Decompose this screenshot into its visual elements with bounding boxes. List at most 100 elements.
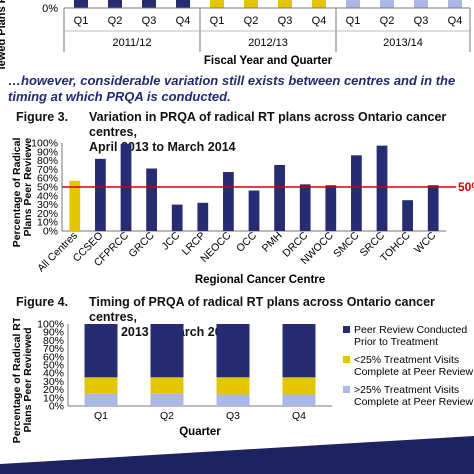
legend-label: >25% Treatment Visits [354,384,459,396]
legend-swatch [343,386,350,393]
stacked-bar-segment [150,393,184,406]
top-bar [414,0,428,8]
top-bar [380,0,394,8]
footer-band-shape [0,436,474,474]
bar [69,180,81,231]
stacked-bar-segment [84,377,118,394]
legend-label: Prior to Treatment [354,336,438,348]
y-tick-label: 50% [37,182,58,194]
y-tick-label: 100% [37,319,64,331]
top-quarter-label: Q1 [346,15,361,27]
y-tick-label: 80% [37,155,58,167]
top-bar [448,0,462,8]
x-tick-label: SMCC [331,229,362,260]
bar [171,204,183,231]
legend-label: Complete at Peer Review [354,396,473,408]
stacked-bar-segment [216,377,250,395]
y-tick-label: 70% [37,164,58,176]
commentary-note: …however, considerable variation still e… [8,73,456,104]
y-axis-title-line1: Percentage of Radical RT [11,138,23,247]
x-axis-title: Regional Cancer Centre [195,274,325,286]
figure4-chart: 0%10%20%30%40%50%60%70%80%90%100% Q1 Q2 Q3 Q… [11,318,473,443]
top-bar [278,0,292,8]
figure3-title: Variation in PRQA of radical RT plans ac… [89,110,471,155]
top-quarter-label: Q3 [142,15,157,27]
x-tick-label: OCC [234,229,259,254]
top-quarter-label: Q1 [74,15,89,27]
bar [197,202,209,231]
y-tick-label: 60% [37,173,58,185]
stacked-bar-segment [216,394,250,406]
bar [325,185,337,231]
x-tick-label: Q1 [94,410,108,422]
x-axis-title: Quarter [179,426,221,438]
top-bar [176,0,190,8]
bar [427,185,439,231]
y-tick-label: 90% [43,327,64,339]
figure4-label: Figure 4. [16,295,69,309]
x-tick-label: Q4 [292,410,306,422]
top-quarter-label: Q1 [210,15,225,27]
top-year-label: 2011/12 [113,37,152,49]
x-tick-label: Q2 [160,410,174,422]
reference-line-label: 50% [458,180,474,194]
y-tick-label: 10% [43,392,64,404]
top-chart: 0% Percentage of Peer Reviewed Plans P Q… [0,0,471,70]
stacked-bar-segment [282,377,316,395]
top-quarter-label: Q4 [448,15,463,27]
top-bar [244,0,258,8]
y-axis-title-line2: Plans Peer Reviewed [22,138,34,237]
footer-band [0,436,474,474]
y-tick-label: 100% [31,138,58,150]
stacked-bar-segment [216,324,250,378]
top-year-label: 2012/13 [248,37,288,49]
y-tick-label: 0% [43,226,58,238]
top-year-label: 2013/14 [383,37,423,49]
top-quarter-label: Q2 [380,15,395,27]
top-chart-bars [74,0,462,8]
bar [223,172,234,231]
stacked-bar-segment [150,377,184,394]
top-bar [312,0,326,8]
stacked-bar-segment [282,394,316,406]
bar [351,155,362,231]
top-quarter-label: Q2 [108,15,123,27]
y-tick-label: 30% [43,376,64,388]
legend-label: Complete at Peer Review [354,366,473,378]
y-tick-label: 20% [43,384,64,396]
y-tick-label: 80% [43,335,64,347]
top-quarter-label: Q4 [176,15,191,27]
top-quarter-label: Q2 [244,15,259,27]
top-quarter-label: Q4 [312,15,327,27]
bar [376,145,388,231]
y-tick-label: 90% [37,146,58,158]
bar [146,168,157,231]
top-bar [210,0,224,8]
y-axis-title-line1: Percentage of Radical RT [11,318,23,443]
y-tick-label: 70% [43,343,64,355]
figure4-title-line1: Timing of PRQA of radical RT plans acros… [89,295,435,324]
y-tick-label: 30% [37,199,58,211]
stacked-bar-segment [84,324,118,378]
top-bar [108,0,122,8]
y-axis-title-line2: Plans Peer Reviewed [22,327,34,432]
bar [299,184,311,231]
top-y-tick: 0% [42,3,58,15]
top-xlabel: Fiscal Year and Quarter [204,55,333,67]
bar [274,165,285,231]
stacked-bar-segment [282,324,316,378]
figure3-label: Figure 3. [16,110,69,124]
y-tick-label: 20% [37,208,58,220]
legend-label: <25% Treatment Visits [354,354,459,366]
legend-swatch [343,326,350,333]
legend-swatch [343,356,350,363]
figure3-chart: 0%10%20%30%40%50%60%70%80%90%100%All Cen… [11,138,474,286]
x-tick-label: GRCC [126,229,157,260]
y-tick-label: 60% [43,351,64,363]
top-bar [74,0,88,8]
top-quarter-label: Q3 [278,15,293,27]
y-tick-label: 40% [37,190,58,202]
y-tick-label: 10% [37,217,58,229]
x-tick-label: WCC [412,229,439,256]
bar [402,200,413,231]
